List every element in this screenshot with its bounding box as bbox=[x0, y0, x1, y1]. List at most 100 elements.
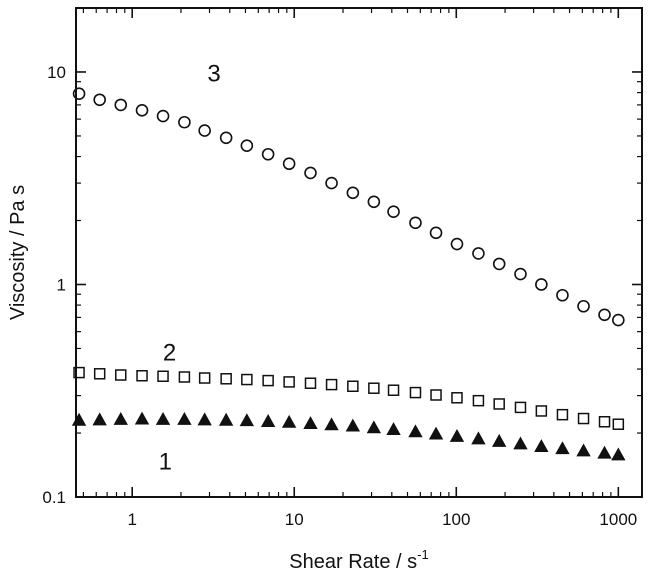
data-point bbox=[303, 416, 318, 429]
data-point bbox=[409, 216, 422, 230]
data-point bbox=[556, 288, 569, 302]
x-tick-label: 1 bbox=[127, 510, 136, 529]
data-point bbox=[493, 398, 505, 410]
data-point bbox=[115, 369, 127, 381]
x-axis-title-main: Shear Rate / s bbox=[289, 551, 417, 573]
data-point bbox=[577, 412, 590, 425]
series-layer bbox=[71, 87, 626, 461]
data-point bbox=[598, 308, 611, 322]
y-tick-label: 1 bbox=[57, 275, 66, 294]
data-point bbox=[387, 205, 400, 219]
y-tick-label: 0.1 bbox=[42, 488, 66, 507]
data-point bbox=[429, 226, 443, 240]
data-point bbox=[241, 373, 253, 386]
data-point bbox=[114, 98, 128, 112]
data-point bbox=[136, 370, 148, 382]
data-point bbox=[556, 408, 569, 421]
data-point bbox=[386, 422, 401, 436]
data-point bbox=[513, 436, 528, 450]
data-point bbox=[611, 447, 626, 461]
data-point bbox=[261, 147, 275, 161]
data-point bbox=[472, 247, 485, 260]
data-point bbox=[93, 93, 106, 107]
data-point bbox=[368, 382, 380, 394]
data-point bbox=[304, 377, 317, 389]
data-point bbox=[598, 415, 611, 428]
data-point bbox=[408, 424, 423, 438]
data-point bbox=[492, 257, 506, 271]
data-point bbox=[577, 299, 590, 313]
x-axis-title-superscript: -1 bbox=[417, 547, 429, 562]
data-point bbox=[135, 104, 149, 117]
tick-labels: 1 10 100 1000 0.1 1 10 bbox=[42, 63, 637, 529]
data-point bbox=[555, 441, 570, 455]
data-point bbox=[535, 405, 548, 417]
x-tick-label: 10 bbox=[285, 510, 304, 529]
data-point bbox=[304, 166, 317, 180]
data-point bbox=[514, 401, 527, 414]
data-point bbox=[471, 431, 486, 445]
data-point bbox=[534, 439, 549, 453]
data-point bbox=[612, 418, 625, 430]
data-point bbox=[449, 428, 465, 442]
data-point bbox=[283, 376, 295, 388]
series-label-1: 1 bbox=[159, 448, 172, 475]
data-point bbox=[535, 278, 548, 291]
data-point bbox=[367, 195, 381, 209]
data-point bbox=[239, 413, 255, 427]
data-point bbox=[260, 414, 276, 427]
data-point bbox=[177, 412, 192, 425]
series-labels: 1 2 3 bbox=[159, 61, 221, 476]
series-2 bbox=[73, 366, 625, 430]
data-point bbox=[134, 411, 150, 425]
data-point bbox=[219, 131, 233, 145]
data-point bbox=[218, 412, 234, 426]
data-point bbox=[155, 412, 171, 425]
data-point bbox=[345, 418, 361, 432]
data-point bbox=[73, 366, 85, 379]
data-point bbox=[451, 392, 463, 404]
series-label-2: 2 bbox=[163, 339, 176, 366]
data-point bbox=[430, 389, 442, 401]
series-3 bbox=[72, 87, 625, 327]
data-point bbox=[387, 384, 400, 396]
data-point bbox=[92, 412, 107, 426]
data-point bbox=[113, 412, 128, 425]
data-point bbox=[472, 394, 485, 407]
data-point bbox=[197, 412, 212, 426]
data-point bbox=[597, 445, 612, 459]
data-point bbox=[612, 313, 625, 327]
x-tick-label: 1000 bbox=[599, 510, 637, 529]
series-label-3: 3 bbox=[207, 61, 220, 88]
data-point bbox=[325, 378, 338, 391]
data-point bbox=[324, 417, 339, 431]
y-axis-title: Viscosity / Pa s bbox=[7, 185, 29, 320]
data-point bbox=[347, 380, 359, 393]
data-point bbox=[282, 157, 296, 171]
data-point bbox=[198, 124, 211, 137]
data-point bbox=[178, 371, 191, 383]
data-point bbox=[240, 139, 254, 152]
data-point bbox=[262, 374, 274, 387]
data-point bbox=[93, 368, 106, 380]
data-point bbox=[71, 412, 87, 426]
data-point bbox=[492, 433, 507, 447]
x-tick-label: 100 bbox=[442, 510, 470, 529]
data-point bbox=[576, 443, 591, 457]
data-point bbox=[281, 414, 297, 428]
x-axis-title: Shear Rate / s-1 bbox=[289, 547, 428, 573]
data-point bbox=[514, 267, 527, 281]
data-point bbox=[325, 176, 338, 190]
data-point bbox=[450, 237, 464, 251]
data-point bbox=[220, 373, 232, 385]
data-point bbox=[346, 186, 360, 200]
plot-frame bbox=[75, 7, 643, 498]
data-point bbox=[156, 109, 170, 123]
data-point bbox=[366, 420, 382, 434]
data-point bbox=[428, 426, 444, 440]
series-1 bbox=[71, 411, 626, 461]
y-tick-label: 10 bbox=[47, 63, 66, 82]
data-point bbox=[178, 115, 191, 129]
data-point bbox=[409, 386, 422, 399]
